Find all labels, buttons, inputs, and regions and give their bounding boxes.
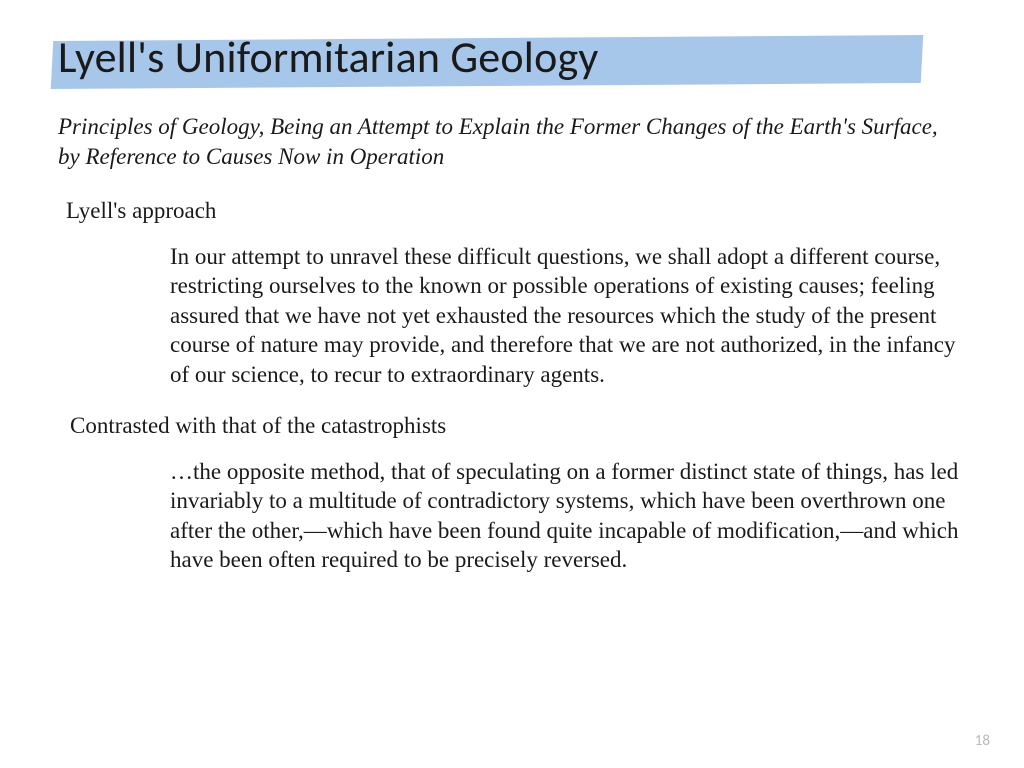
title-region: Lyell's Uniformitarian Geology bbox=[58, 30, 966, 84]
section-1-label: Lyell's approach bbox=[66, 198, 966, 224]
page-number: 18 bbox=[975, 732, 990, 750]
slide-subtitle: Principles of Geology, Being an Attempt … bbox=[58, 112, 938, 172]
slide-title: Lyell's Uniformitarian Geology bbox=[58, 30, 966, 84]
section-2-body: …the opposite method, that of speculatin… bbox=[170, 457, 966, 575]
section-1-body: In our attempt to unravel these difficul… bbox=[170, 242, 966, 389]
section-2-label: Contrasted with that of the catastrophis… bbox=[70, 413, 966, 439]
slide-container: Lyell's Uniformitarian Geology Principle… bbox=[0, 0, 1024, 768]
